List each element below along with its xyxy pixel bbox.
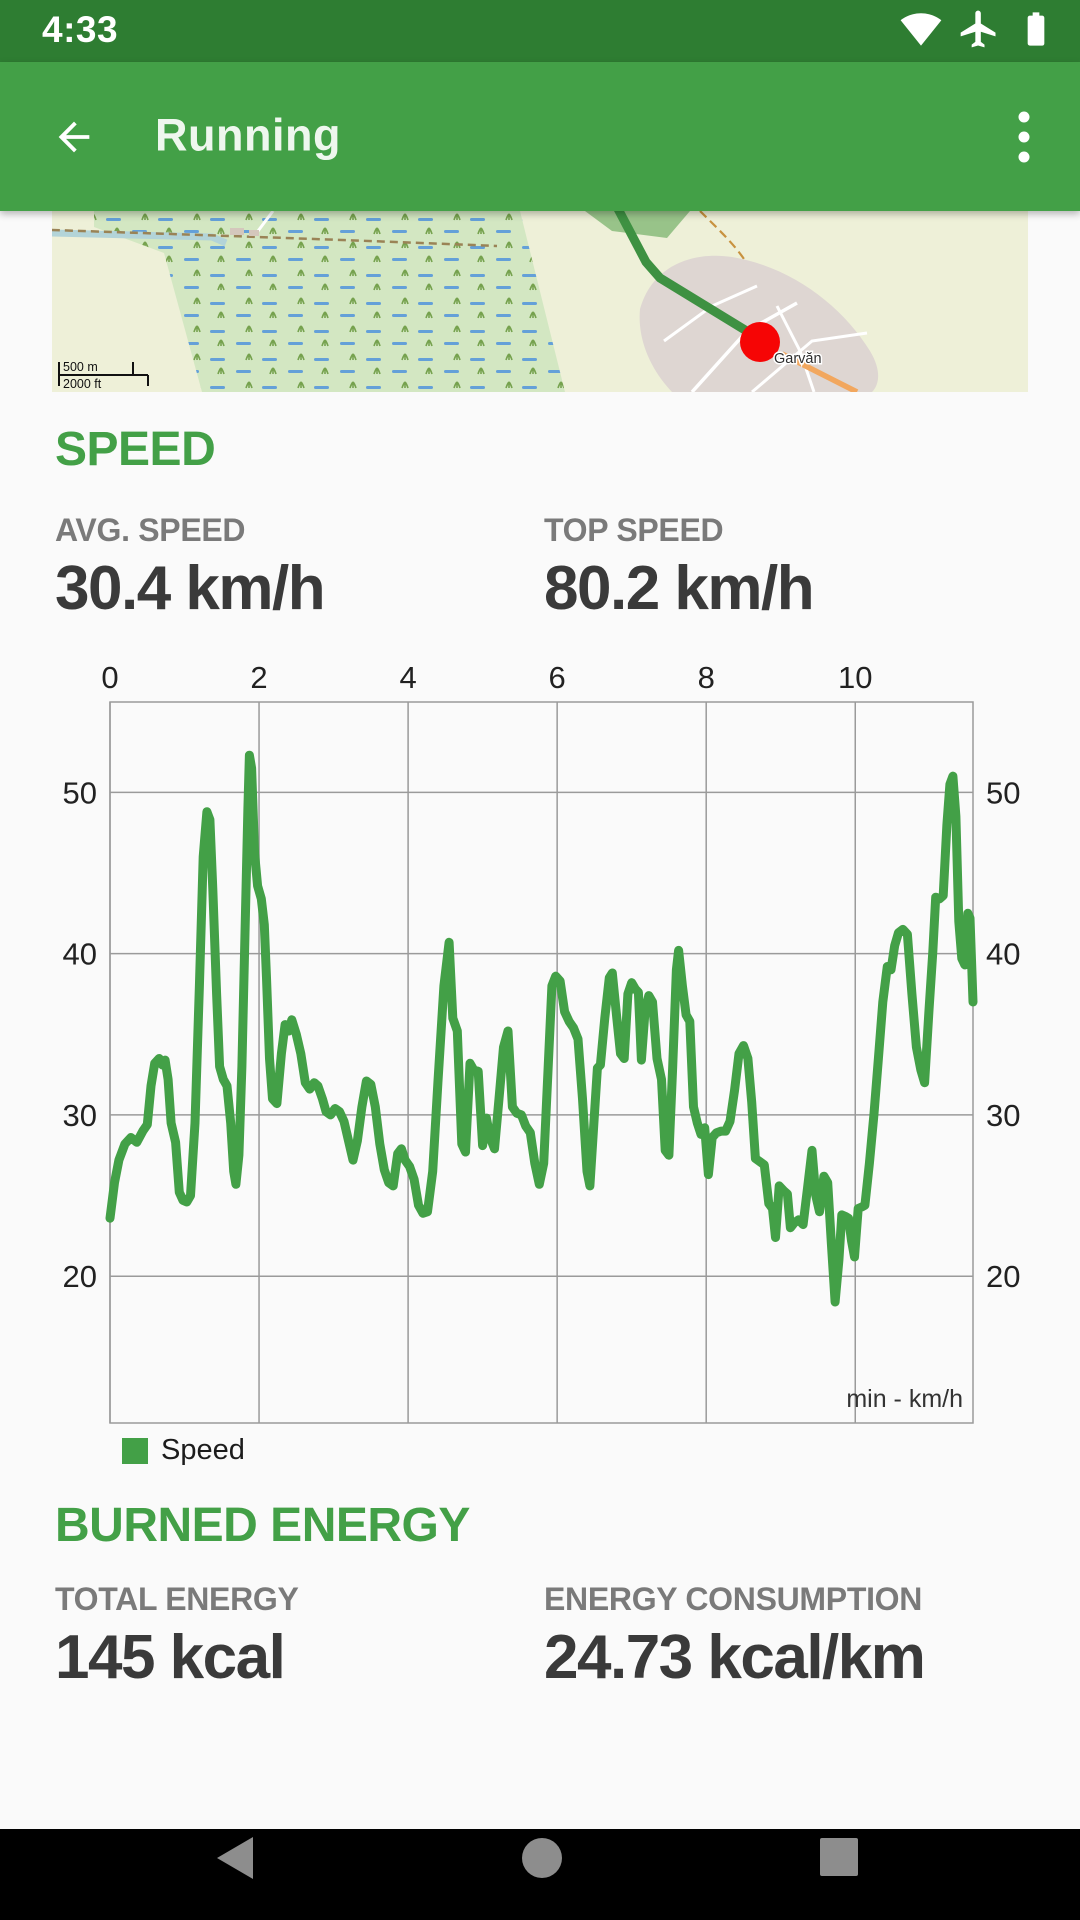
map-building xyxy=(249,230,259,236)
map-scale-imperial: 2000 ft xyxy=(63,377,102,391)
back-button[interactable] xyxy=(48,111,100,163)
page-title: Running xyxy=(155,108,341,160)
arrow-back-icon xyxy=(58,121,90,152)
android-nav-bar xyxy=(0,1829,1080,1920)
nav-recents-icon[interactable] xyxy=(820,1838,858,1876)
top-speed-label: TOP SPEED xyxy=(544,512,724,548)
energy-consumption-value: 24.73 kcal/km xyxy=(544,1623,926,1692)
legend-swatch-icon xyxy=(122,1437,148,1464)
total-energy-value: 145 kcal xyxy=(55,1623,286,1692)
app-bar: Running xyxy=(0,62,1080,211)
nav-home-icon[interactable] xyxy=(522,1838,562,1878)
plot-border xyxy=(109,701,974,1424)
avg-speed-label: AVG. SPEED xyxy=(55,512,246,548)
status-bar: 4:33 xyxy=(0,0,1080,62)
speed-chart[interactable]: 0 2 4 6 8 10 20 20 30 30 40 40 50 50 min - km/h xyxy=(40,655,1040,1465)
nav-back-icon[interactable] xyxy=(217,1837,253,1879)
y-tick-label-left: 50 xyxy=(63,775,97,810)
y-tick-label-right: 50 xyxy=(986,775,1020,810)
top-speed-value: 80.2 km/h xyxy=(544,554,815,623)
y-tick-label-left: 30 xyxy=(63,1098,97,1133)
energy-section-title: BURNED ENERGY xyxy=(55,1499,470,1552)
y-tick-label-left: 40 xyxy=(63,937,97,972)
x-tick-label: 2 xyxy=(250,660,267,695)
speed-chart-svg: 0 2 4 6 8 10 20 20 30 30 40 40 50 50 min - km/h xyxy=(63,660,1020,1424)
y-tick-label-right: 40 xyxy=(986,937,1020,972)
map-boundary-dashed-left xyxy=(51,228,498,248)
map-street xyxy=(751,331,868,394)
map-orange-road xyxy=(780,351,859,395)
overflow-menu-button[interactable] xyxy=(1004,109,1044,165)
map-street xyxy=(775,305,816,393)
speed-line xyxy=(105,750,978,1307)
energy-consumption-label: ENERGY CONSUMPTION xyxy=(544,1581,923,1617)
axis-unit-label: min - km/h xyxy=(846,1385,963,1413)
avg-speed-value: 30.4 km/h xyxy=(55,554,326,623)
wifi-icon xyxy=(900,8,942,55)
map-scale-metric: 500 m xyxy=(63,360,98,374)
status-time: 4:33 xyxy=(42,9,119,50)
map-building xyxy=(230,228,244,235)
status-icons xyxy=(900,0,1056,62)
x-tick-label: 4 xyxy=(399,660,416,695)
battery-icon xyxy=(1016,7,1056,56)
map-position-marker xyxy=(740,322,780,362)
total-energy-label: TOTAL ENERGY xyxy=(55,1581,299,1617)
kebab-menu-icon xyxy=(1018,111,1030,162)
map-place-label: Garvăn xyxy=(774,351,822,367)
chart-legend: Speed xyxy=(122,1434,245,1467)
map-scale-bar xyxy=(58,362,149,386)
map-forest-area xyxy=(585,211,690,238)
map-waterway xyxy=(51,229,228,247)
y-tick-label-right: 30 xyxy=(986,1098,1020,1133)
x-tick-label: 6 xyxy=(549,660,566,695)
x-tick-label: 8 xyxy=(698,660,715,695)
y-tick-label-right: 20 xyxy=(986,1259,1020,1294)
speed-section-title: SPEED xyxy=(55,423,216,476)
y-tick-label-left: 20 xyxy=(63,1259,97,1294)
legend-label: Speed xyxy=(161,1434,245,1466)
map-canvas: Garvăn 500 m 2000 ft xyxy=(51,202,1028,395)
map-wetland-area xyxy=(94,211,565,392)
route-map[interactable]: Garvăn 500 m 2000 ft xyxy=(51,202,1028,395)
x-tick-label: 0 xyxy=(101,660,118,695)
airplane-mode-icon xyxy=(957,7,1001,56)
x-tick-label: 10 xyxy=(838,660,872,695)
